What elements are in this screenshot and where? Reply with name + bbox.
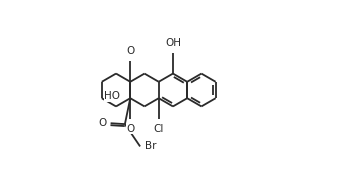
Text: OH: OH <box>165 38 181 48</box>
Text: Br: Br <box>145 141 157 151</box>
Text: O: O <box>126 124 134 134</box>
Text: O: O <box>99 118 107 128</box>
Text: Cl: Cl <box>153 124 164 134</box>
Text: HO: HO <box>104 91 120 102</box>
Text: O: O <box>126 46 134 56</box>
